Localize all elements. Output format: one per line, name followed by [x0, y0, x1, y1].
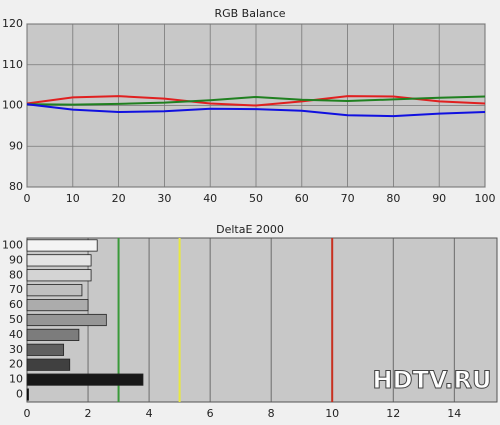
chart-title: DeltaE 2000 [216, 223, 284, 236]
bar [26, 299, 89, 312]
y-tick-label: 10 [9, 373, 23, 386]
x-tick-label: 50 [249, 192, 263, 205]
y-tick-label: 120 [2, 17, 23, 30]
bar [26, 284, 83, 297]
x-tick-label: 4 [146, 407, 153, 420]
y-tick-label: 30 [9, 343, 23, 356]
y-tick-label: 90 [9, 253, 23, 266]
x-tick-label: 80 [386, 192, 400, 205]
series-line [26, 103, 486, 118]
y-tick-label: 80 [9, 180, 23, 193]
chart-title: RGB Balance [214, 7, 285, 20]
y-tick-label: 0 [16, 388, 23, 401]
x-tick-label: 70 [341, 192, 355, 205]
y-tick-label: 70 [9, 283, 23, 296]
x-tick-label: 60 [295, 192, 309, 205]
y-tick-label: 20 [9, 358, 23, 371]
y-tick-label: 60 [9, 298, 23, 311]
bar [26, 239, 98, 252]
watermark: HDTV.RU [373, 366, 492, 394]
x-tick-label: 0 [24, 407, 31, 420]
x-tick-label: 14 [447, 407, 461, 420]
bar [26, 269, 92, 282]
bar [26, 373, 144, 386]
x-tick-label: 8 [268, 407, 275, 420]
y-tick-label: 110 [2, 58, 23, 71]
y-tick-label: 40 [9, 328, 23, 341]
y-tick-label: 100 [2, 238, 23, 251]
x-tick-label: 30 [157, 192, 171, 205]
bar [26, 343, 65, 356]
x-tick-label: 6 [207, 407, 214, 420]
bar [26, 328, 80, 341]
y-tick-label: 90 [9, 139, 23, 152]
x-tick-label: 100 [475, 192, 496, 205]
series-line [26, 95, 486, 106]
bar [26, 388, 29, 401]
y-tick-label: 80 [9, 268, 23, 281]
x-tick-label: 12 [386, 407, 400, 420]
x-tick-label: 2 [85, 407, 92, 420]
y-tick-label: 100 [2, 99, 23, 112]
bar [26, 313, 107, 327]
bar [26, 358, 71, 371]
bar [26, 254, 92, 267]
x-tick-label: 10 [66, 192, 80, 205]
x-tick-label: 20 [112, 192, 126, 205]
y-tick-label: 50 [9, 313, 23, 326]
x-tick-label: 90 [432, 192, 446, 205]
x-tick-label: 10 [325, 407, 339, 420]
x-tick-label: 40 [203, 192, 217, 205]
x-tick-label: 0 [24, 192, 31, 205]
